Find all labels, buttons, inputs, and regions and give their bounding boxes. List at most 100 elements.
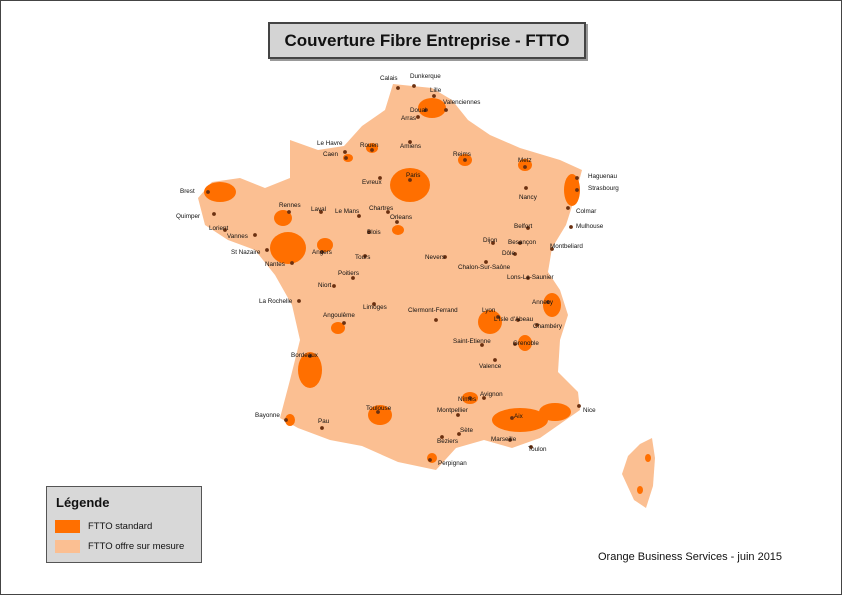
city-marker-tours	[363, 254, 367, 258]
city-label-paris: Paris	[406, 172, 420, 179]
city-marker-rennes	[287, 210, 291, 214]
city-label-caen: Caen	[323, 151, 339, 158]
city-marker-reims	[463, 158, 467, 162]
city-marker-pau	[320, 426, 324, 430]
city-label-beziers: Beziers	[437, 438, 458, 445]
city-marker-lorient	[223, 228, 227, 232]
city-marker-montpellier	[456, 413, 460, 417]
city-marker-calais	[396, 86, 400, 90]
city-marker-haguenau	[575, 176, 579, 180]
city-marker-paris	[408, 178, 412, 182]
city-marker-besancon	[518, 241, 522, 245]
city-label-lille: Lille	[430, 87, 442, 94]
city-label-lons-le-saunier: Lons-Le-Saunier	[507, 274, 554, 281]
city-label-laval: Laval	[311, 206, 326, 213]
city-label-nimes: Nîmes	[458, 396, 476, 403]
city-marker-nancy	[524, 186, 528, 190]
city-marker-angouleme	[342, 321, 346, 325]
city-label-rennes: Rennes	[279, 202, 301, 209]
city-marker-orleans	[395, 220, 399, 224]
city-marker-lyon	[496, 315, 500, 319]
legend-title: Légende	[56, 495, 110, 510]
city-label-montbeliard: Montbeliard	[550, 243, 583, 250]
legend-label-sur-mesure: FTTO offre sur mesure	[88, 541, 185, 552]
map-title-box: Couverture Fibre Entreprise - FTTO	[268, 22, 586, 59]
city-label-clermont-ferrand: Clermont-Ferrand	[408, 307, 458, 314]
city-marker-marseille	[508, 438, 512, 442]
city-label-nantes: Nantes	[265, 261, 285, 268]
city-marker-l-isle-d-abeau	[516, 318, 520, 322]
city-marker-montbeliard	[550, 247, 554, 251]
city-marker-chartres	[386, 210, 390, 214]
legend-label-standard: FTTO standard	[88, 521, 153, 532]
city-label-douai: Douai	[410, 107, 426, 114]
city-marker-nantes	[290, 261, 294, 265]
city-marker-belfort	[526, 226, 530, 230]
city-label-limoges: Limoges	[363, 304, 387, 311]
city-label-sete: Sète	[460, 427, 473, 434]
city-marker-bordeaux	[308, 354, 312, 358]
city-label-dunkerque: Dunkerque	[410, 73, 441, 80]
city-label-pau: Pau	[318, 418, 330, 425]
city-label-l-isle-d-abeau: L'Isle d'Abeau	[494, 316, 534, 323]
city-marker-aix	[510, 416, 514, 420]
city-label-valenciennes: Valenciennes	[443, 99, 480, 106]
city-marker-lille	[432, 94, 436, 98]
city-marker-st-nazaire	[265, 248, 269, 252]
city-label-chambery: Chambéry	[533, 323, 563, 330]
city-marker-vannes	[253, 233, 257, 237]
city-marker-dunkerque	[412, 84, 416, 88]
city-marker-valence	[493, 358, 497, 362]
city-marker-nimes	[468, 396, 472, 400]
city-label-la-rochelle: La Rochelle	[259, 298, 293, 305]
legend-swatch-sur-mesure	[55, 540, 80, 553]
city-label-bordeaux: Bordeaux	[291, 352, 319, 359]
city-label-st-nazaire: St Nazaire	[231, 249, 261, 256]
city-label-haguenau: Haguenau	[588, 173, 618, 180]
city-label-valence: Valence	[479, 363, 502, 370]
city-marker-chalon-sur-saone	[484, 260, 488, 264]
city-label-avignon: Avignon	[480, 391, 503, 398]
city-marker-lons-le-saunier	[526, 276, 530, 280]
city-label-reims: Reims	[453, 151, 471, 158]
city-label-brest: Brest	[180, 188, 195, 195]
city-label-tours: Tours	[355, 254, 370, 261]
ftto-standard-areas	[204, 98, 651, 494]
city-marker-la-rochelle	[297, 299, 301, 303]
map-title: Couverture Fibre Entreprise - FTTO	[284, 30, 570, 50]
city-label-chalon-sur-saone: Chalon-Sur-Saône	[458, 264, 511, 271]
city-label-aix: Aix	[514, 413, 524, 420]
city-label-le-havre: Le Havre	[317, 140, 343, 147]
city-marker-blois	[367, 230, 371, 234]
city-label-vannes: Vannes	[227, 233, 248, 240]
city-marker-sete	[457, 432, 461, 436]
city-marker-arras	[416, 115, 420, 119]
city-label-calais: Calais	[380, 75, 398, 82]
city-label-nice: Nice	[583, 407, 596, 414]
city-label-nevers: Nevers	[425, 254, 445, 261]
city-marker-amiens	[408, 140, 412, 144]
city-label-strasbourg: Strasbourg	[588, 185, 619, 192]
corsica	[622, 438, 655, 508]
city-label-niort: Niort	[318, 282, 332, 289]
city-label-poitiers: Poitiers	[338, 270, 359, 277]
city-marker-quimper	[212, 212, 216, 216]
city-marker-dijon	[491, 241, 495, 245]
city-label-perpignan: Perpignan	[438, 460, 467, 467]
city-marker-brest	[206, 190, 210, 194]
city-marker-toulon	[529, 445, 533, 449]
map-source-footer: Orange Business Services - juin 2015	[598, 551, 783, 563]
city-label-bayonne: Bayonne	[255, 412, 280, 419]
city-marker-caen	[344, 156, 348, 160]
legend-item-ftto-standard: FTTO standard	[55, 520, 152, 533]
city-label-saint-etienne: Saint-Etienne	[453, 338, 491, 345]
city-marker-poitiers	[351, 276, 355, 280]
city-marker-mulhouse	[569, 225, 573, 229]
city-marker-niort	[332, 284, 336, 288]
city-label-orleans: Orleans	[390, 214, 412, 221]
city-label-dole: Dôle	[502, 250, 515, 257]
city-marker-saint-etienne	[480, 343, 484, 347]
city-label-dijon: Dijon	[483, 237, 498, 244]
city-marker-colmar	[566, 206, 570, 210]
city-label-toulouse: Toulouse	[366, 405, 392, 412]
